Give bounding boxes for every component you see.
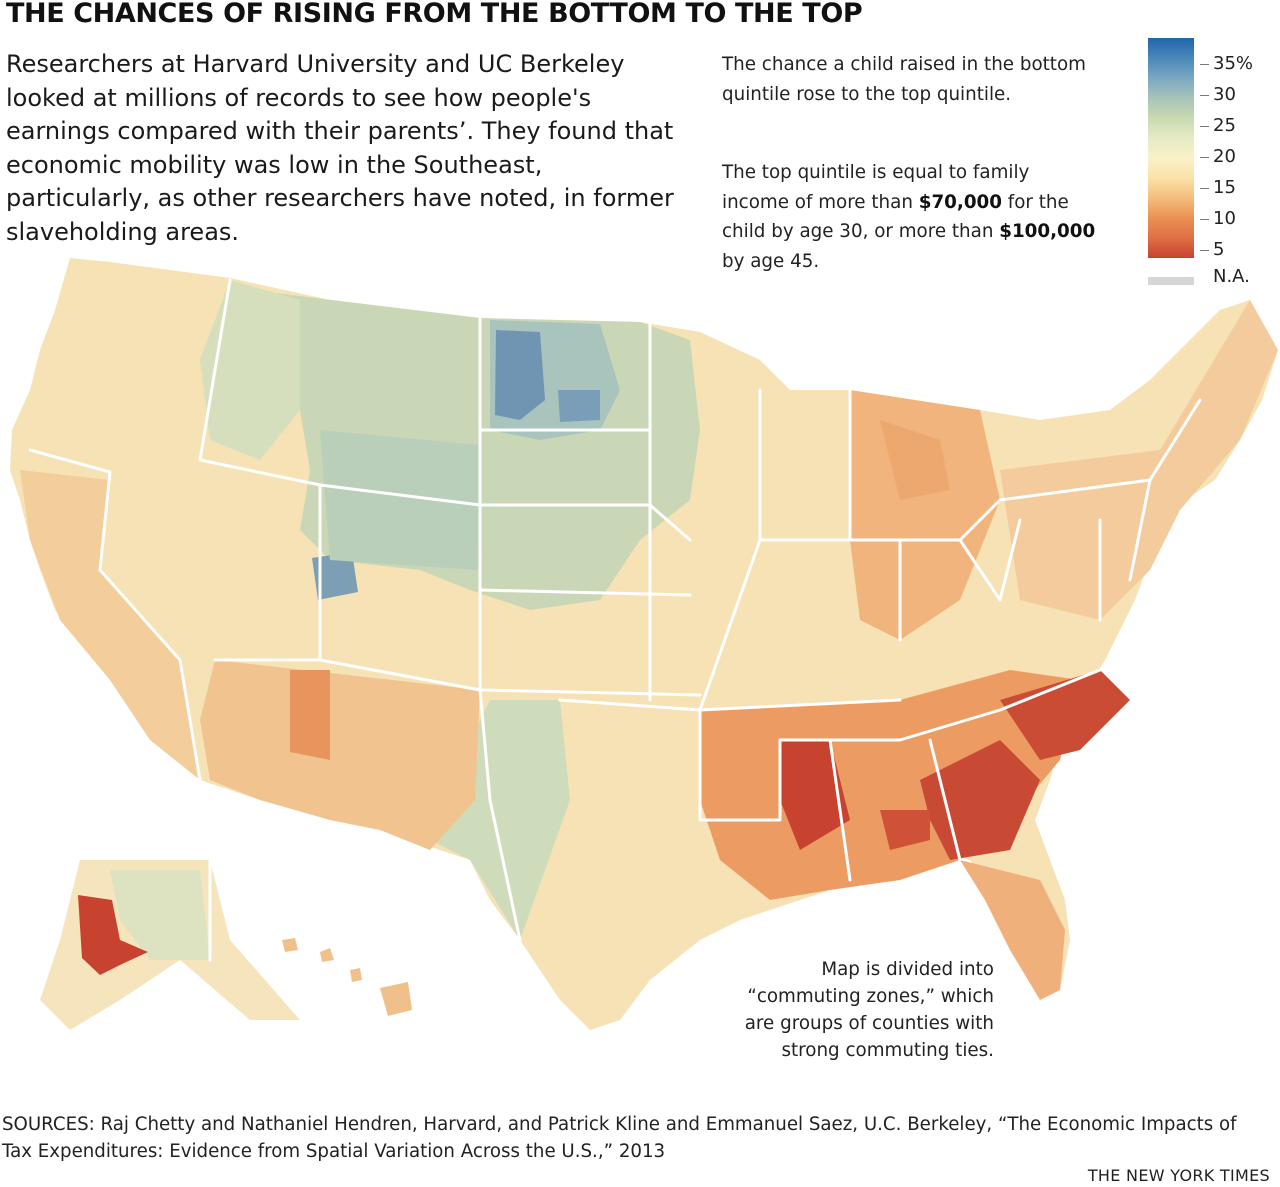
map-region-alabama xyxy=(880,810,930,850)
legend-label: 15 xyxy=(1213,177,1236,198)
state-border-rustbelt xyxy=(848,498,1022,642)
legend-na-label: N.A. xyxy=(1213,266,1250,287)
legend-label: 20 xyxy=(1213,146,1236,167)
map-region-utah-blue xyxy=(312,552,358,600)
legend-label: 25 xyxy=(1213,115,1236,136)
state-border-west xyxy=(28,448,202,782)
legend-tick xyxy=(1200,250,1209,251)
legend-label: 30 xyxy=(1213,84,1236,105)
map-region-wyoming xyxy=(320,430,480,570)
quintile-amount-age30: $70,000 xyxy=(918,191,1002,213)
legend-tick xyxy=(1200,95,1209,96)
quintile-note: The top quintile is equal to family inco… xyxy=(722,158,1102,276)
map-region-dakotas-core xyxy=(495,330,545,420)
quintile-text-middle: for the child by age 30, or more than xyxy=(722,191,1069,243)
state-border-south xyxy=(698,668,1102,882)
map-region-rust-belt xyxy=(850,390,1000,640)
legend-na-swatch xyxy=(1148,277,1194,285)
measure-note: The chance a child raised in the bottom … xyxy=(722,54,1086,105)
legend-label: 5 xyxy=(1213,239,1225,260)
map-region-michigan xyxy=(880,420,950,500)
credit-text: THE NEW YORK TIMES xyxy=(1087,1166,1270,1185)
map-region-alaska-west xyxy=(78,895,148,975)
state-border-northeast xyxy=(998,398,1202,622)
us-mobility-map xyxy=(10,258,1278,1030)
commuting-zone-note: Map is divided into “commuting zones,” w… xyxy=(744,959,994,1061)
quintile-text-suffix: by age 45. xyxy=(722,250,820,272)
legend-tick xyxy=(1200,64,1209,65)
legend-label: 35% xyxy=(1213,53,1254,74)
map-region-northeast xyxy=(1000,300,1278,620)
quintile-text-prefix: The top quintile is equal to family inco… xyxy=(722,162,1030,213)
legend-gradient-bar xyxy=(1148,38,1194,258)
sources-text: SOURCES: Raj Chetty and Nathaniel Hendre… xyxy=(2,1114,1237,1162)
map-region-idaho xyxy=(200,280,300,460)
intro-text: Researchers at Harvard University and UC… xyxy=(6,50,674,246)
map-region-southeast xyxy=(700,670,1080,900)
legend-tick xyxy=(1200,219,1209,220)
legend-tick xyxy=(1200,126,1209,127)
map-region-sd-patch xyxy=(558,390,600,422)
map-region-alaska-interior xyxy=(110,870,210,960)
map-region-hawaii xyxy=(282,938,412,1016)
quintile-amount-age45: $100,000 xyxy=(999,221,1096,242)
chart-title: THE CHANCES OF RISING FROM THE BOTTOM TO… xyxy=(6,0,863,29)
map-region-georgia xyxy=(920,740,1040,860)
legend-label: 10 xyxy=(1213,208,1236,229)
map-region-southwest xyxy=(200,660,480,850)
legend-tick xyxy=(1200,157,1209,158)
map-region-carolinas xyxy=(1000,670,1130,760)
color-legend: 35% 30 25 20 15 10 5 N.A. xyxy=(1148,38,1280,288)
legend-tick xyxy=(1200,188,1209,189)
map-region-california xyxy=(20,470,200,780)
map-region-florida xyxy=(960,860,1065,1000)
map-region-nm-patch xyxy=(290,670,330,760)
